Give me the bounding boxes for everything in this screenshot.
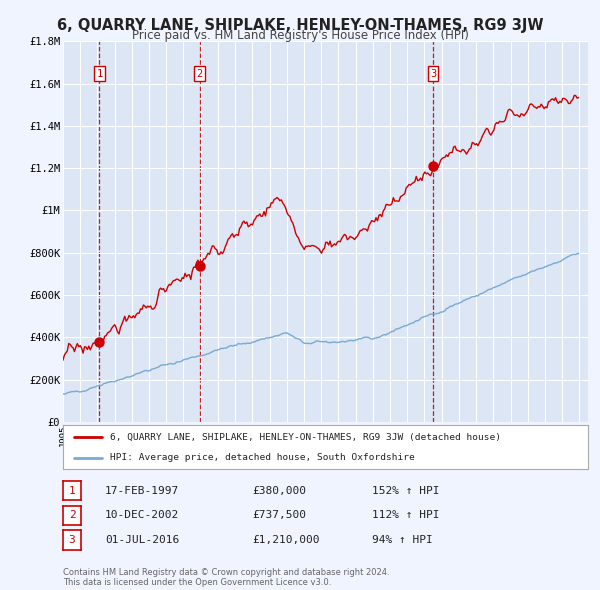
Text: 3: 3: [68, 535, 76, 545]
Text: 1: 1: [97, 68, 103, 78]
Text: 17-FEB-1997: 17-FEB-1997: [105, 486, 179, 496]
Text: Contains HM Land Registry data © Crown copyright and database right 2024.
This d: Contains HM Land Registry data © Crown c…: [63, 568, 389, 587]
Text: 3: 3: [430, 68, 436, 78]
Text: 2: 2: [68, 510, 76, 520]
Text: 1: 1: [68, 486, 76, 496]
Text: 152% ↑ HPI: 152% ↑ HPI: [372, 486, 439, 496]
Text: 10-DEC-2002: 10-DEC-2002: [105, 510, 179, 520]
Text: 2: 2: [197, 68, 203, 78]
Text: 94% ↑ HPI: 94% ↑ HPI: [372, 535, 433, 545]
Text: 01-JUL-2016: 01-JUL-2016: [105, 535, 179, 545]
Text: £737,500: £737,500: [252, 510, 306, 520]
Text: £380,000: £380,000: [252, 486, 306, 496]
Text: 6, QUARRY LANE, SHIPLAKE, HENLEY-ON-THAMES, RG9 3JW (detached house): 6, QUARRY LANE, SHIPLAKE, HENLEY-ON-THAM…: [110, 432, 501, 442]
Text: 6, QUARRY LANE, SHIPLAKE, HENLEY-ON-THAMES, RG9 3JW: 6, QUARRY LANE, SHIPLAKE, HENLEY-ON-THAM…: [57, 18, 543, 32]
Text: HPI: Average price, detached house, South Oxfordshire: HPI: Average price, detached house, Sout…: [110, 454, 415, 463]
Text: Price paid vs. HM Land Registry's House Price Index (HPI): Price paid vs. HM Land Registry's House …: [131, 30, 469, 42]
Text: £1,210,000: £1,210,000: [252, 535, 320, 545]
Text: 112% ↑ HPI: 112% ↑ HPI: [372, 510, 439, 520]
